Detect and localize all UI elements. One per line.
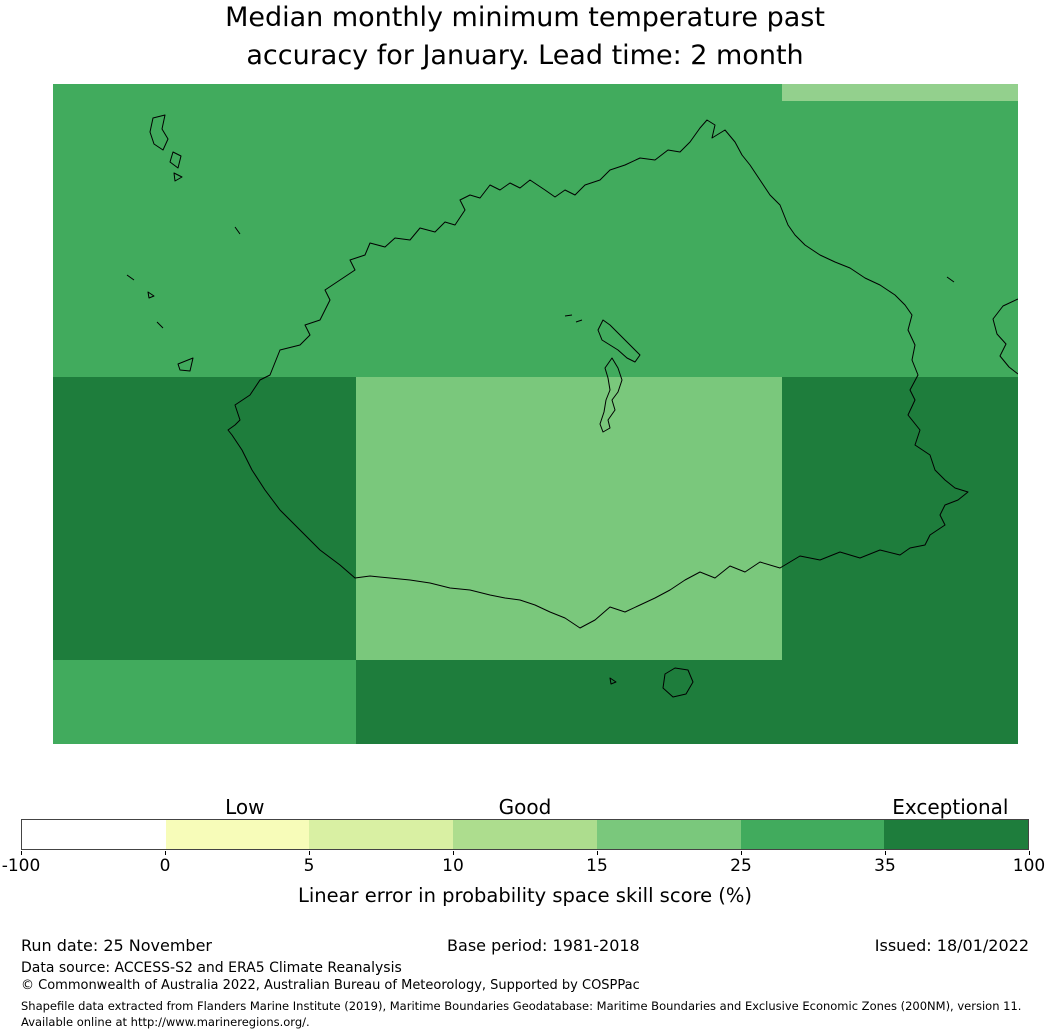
map-cell xyxy=(53,84,1018,377)
coastline-path xyxy=(946,276,955,283)
map-cell xyxy=(356,377,782,660)
colorbar-segment xyxy=(596,820,741,849)
colorbar-tick-label: 5 xyxy=(303,856,315,876)
map-cell xyxy=(782,84,1018,101)
coastline-path xyxy=(564,314,573,317)
coastline-path xyxy=(234,226,241,235)
coastline-path xyxy=(147,291,155,299)
colorbar-tick-label: 100 xyxy=(1012,856,1046,876)
colorbar-tick-mark xyxy=(452,851,454,855)
colorbar-tick-label: 25 xyxy=(730,856,752,876)
chart-title-line1: Median monthly minimum temperature past xyxy=(225,2,825,33)
map-cell xyxy=(53,660,356,744)
colorbar-segment xyxy=(740,820,885,849)
coastline-path xyxy=(662,667,694,698)
map-cell xyxy=(356,660,1018,744)
colorbar-tick-mark xyxy=(21,851,22,855)
colorbar-quality-label: Good xyxy=(498,795,552,819)
coastline-path xyxy=(156,321,164,329)
colorbar-quality-labels: Low Good Exceptional xyxy=(21,795,1029,821)
data-source-text: Data source: ACCESS-S2 and ERA5 Climate … xyxy=(21,960,402,976)
map-svg xyxy=(53,84,1018,744)
coastline-path xyxy=(169,151,182,169)
coastline-path xyxy=(173,172,183,182)
run-date-text: Run date: 25 November xyxy=(21,936,212,955)
colorbar-tick-label: -100 xyxy=(1,856,41,876)
colorbar-segment xyxy=(309,820,454,849)
coastline-path xyxy=(177,357,194,372)
shapefile-note-text: Shapefile data extracted from Flanders M… xyxy=(21,999,1022,1030)
map-panel xyxy=(53,84,1018,744)
colorbar-quality-label: Exceptional xyxy=(892,795,1009,819)
colorbar xyxy=(21,819,1029,850)
colorbar-tick-mark xyxy=(1029,851,1030,855)
colorbar-tick-mark xyxy=(597,851,598,855)
coastline-path xyxy=(227,119,969,629)
colorbar-axis-label: Linear error in probability space skill … xyxy=(297,884,753,907)
colorbar-tick-label: 10 xyxy=(442,856,464,876)
coastline-path xyxy=(149,114,169,151)
colorbar-tick-label: 15 xyxy=(586,856,608,876)
coastline-path xyxy=(609,677,617,685)
coastline-path xyxy=(599,357,623,433)
colorbar-tick-mark xyxy=(165,851,166,855)
colorbar-segment xyxy=(165,820,310,849)
chart-title-line2: accuracy for January. Lead time: 2 month xyxy=(246,40,804,71)
colorbar-segment xyxy=(884,820,1029,849)
colorbar-tick-mark xyxy=(308,851,310,855)
footer-row-dates: Run date: 25 November Base period: 1981-… xyxy=(21,936,1029,955)
base-period-text: Base period: 1981-2018 xyxy=(447,936,640,955)
colorbar-ticks: -100 0 5 10 15 25 35 100 xyxy=(2,851,1045,879)
colorbar-tick-mark xyxy=(884,851,886,855)
colorbar-segment xyxy=(453,820,597,849)
coastline-path xyxy=(597,319,641,363)
colorbar-tick-mark xyxy=(741,851,742,855)
issued-date-text: Issued: 18/01/2022 xyxy=(874,936,1029,955)
coastline-path xyxy=(992,298,1018,375)
colorbar-segment xyxy=(22,820,166,849)
map-cell xyxy=(53,377,356,660)
colorbar-quality-label: Low xyxy=(225,795,265,819)
map-cell xyxy=(782,377,1018,660)
coastline-path xyxy=(126,274,135,281)
copyright-text: © Commonwealth of Australia 2022, Austra… xyxy=(21,978,640,993)
colorbar-tick-label: 35 xyxy=(874,856,896,876)
colorbar-tick-label: 0 xyxy=(159,856,171,876)
coastline-path xyxy=(575,319,583,323)
